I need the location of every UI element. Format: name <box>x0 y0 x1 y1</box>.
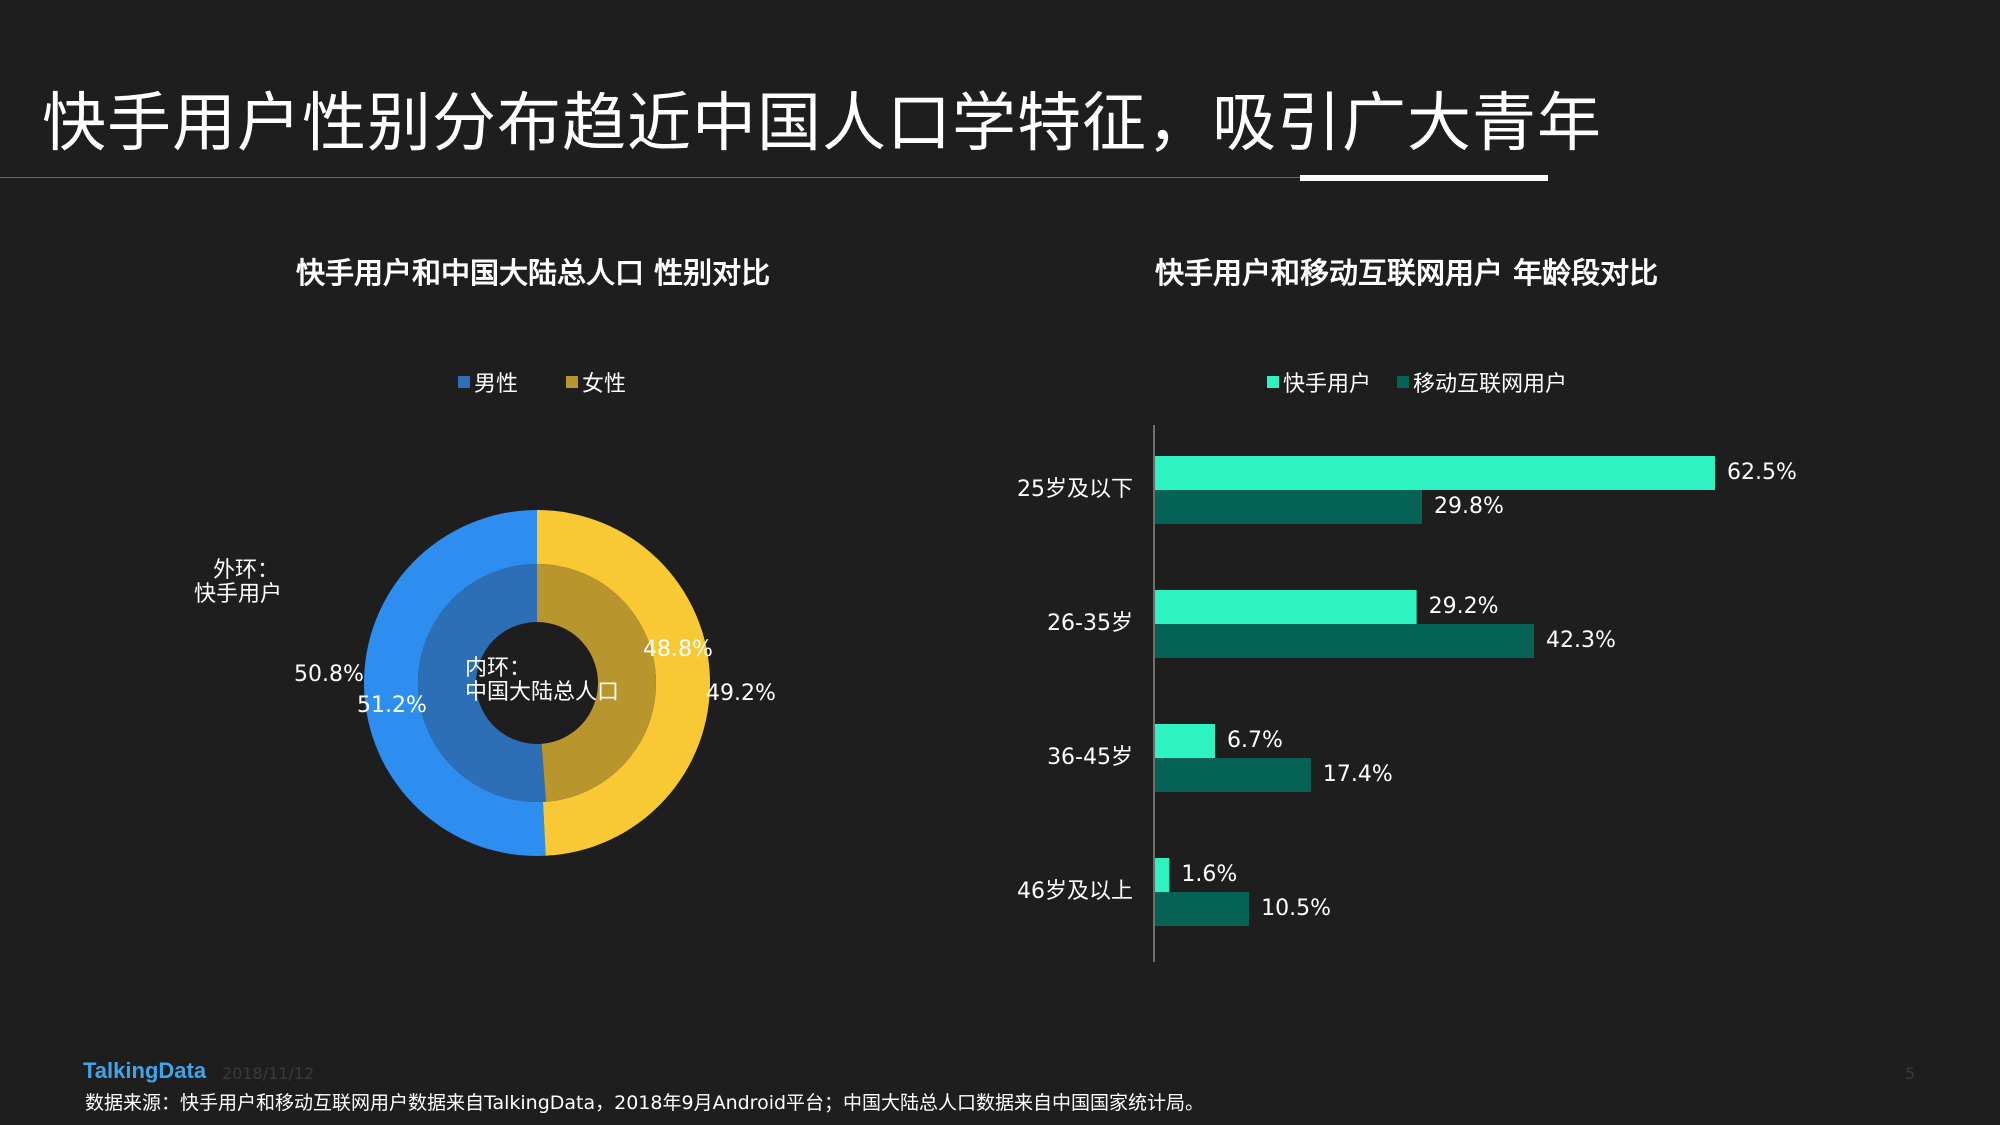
bar-value-label-kuaishou: 6.7% <box>1227 728 1283 753</box>
donut-label-inner-male: 51.2% <box>357 693 427 718</box>
donut-slice-inner-male <box>418 564 546 802</box>
donut-inner-ring-caption-line2: 中国大陆总人口 <box>465 680 619 705</box>
bar-chart-title: 快手用户和移动互联网用户 年龄段对比 <box>1155 256 1659 290</box>
donut-label-outer-female: 49.2% <box>706 681 776 706</box>
bar-value-label-mobile-internet: 29.8% <box>1434 494 1504 519</box>
bar-category-label: 26-35岁 <box>1047 611 1133 636</box>
bar-category-label: 25岁及以下 <box>1017 477 1133 502</box>
data-source-note: 数据来源：快手用户和移动互联网用户数据来自TalkingData，2018年9月… <box>85 1092 1205 1114</box>
bar-kuaishou <box>1155 724 1216 758</box>
donut-slice-outer-female <box>537 510 711 856</box>
legend-swatch-kuaishou <box>1267 376 1279 388</box>
legend-item-female: 女性 <box>566 366 626 398</box>
bar-kuaishou <box>1155 590 1417 624</box>
donut-legend: 男性 女性 <box>458 366 626 398</box>
legend-swatch-female <box>566 376 579 388</box>
bar-value-label-mobile-internet: 10.5% <box>1261 896 1331 921</box>
legend-label-mobile-internet: 移动互联网用户 <box>1413 372 1568 397</box>
donut-label-inner-female: 48.8% <box>643 637 713 662</box>
talkingdata-logo: TalkingData <box>83 1058 207 1083</box>
donut-slice-outer-male <box>364 510 546 856</box>
bar-value-label-mobile-internet: 17.4% <box>1323 762 1393 787</box>
bar-mobile-internet <box>1155 758 1311 792</box>
legend-label-female: 女性 <box>582 372 627 397</box>
page-title: 快手用户性别分布趋近中国人口学特征，吸引广大青年 <box>42 87 1602 161</box>
title-accent-bar <box>1300 175 1548 181</box>
donut-label-outer-male: 50.8% <box>294 662 364 687</box>
bar-mobile-internet <box>1155 892 1250 926</box>
bar-value-label-mobile-internet: 42.3% <box>1546 628 1616 653</box>
legend-label-male: 男性 <box>474 372 519 397</box>
page-number: 5 <box>1905 1064 1916 1083</box>
donut-slice-inner-female <box>537 564 657 802</box>
legend-swatch-mobile-internet <box>1397 376 1410 388</box>
donut-chart-title: 快手用户和中国大陆总人口 性别对比 <box>296 256 771 290</box>
bar-mobile-internet <box>1155 490 1423 524</box>
title-divider <box>0 177 1300 178</box>
donut-inner-ring-caption-line1: 内环： <box>465 656 531 681</box>
bar-value-label-kuaishou: 29.2% <box>1429 594 1499 619</box>
bar-legend: 快手用户 移动互联网用户 <box>1267 366 1567 398</box>
bar-category-label: 46岁及以上 <box>1017 879 1133 904</box>
bar-value-label-kuaishou: 62.5% <box>1727 460 1797 485</box>
bar-kuaishou <box>1155 858 1170 892</box>
bar-value-label-kuaishou: 1.6% <box>1181 862 1237 887</box>
bar-mobile-internet <box>1155 624 1535 658</box>
legend-label-kuaishou: 快手用户 <box>1283 372 1372 397</box>
donut-outer-ring-caption-line1: 外环： <box>213 558 279 583</box>
legend-item-mobile-internet: 移动互联网用户 <box>1397 366 1567 398</box>
legend-item-male: 男性 <box>458 366 518 398</box>
bar-kuaishou <box>1155 456 1715 490</box>
donut-outer-ring-caption-line2: 快手用户 <box>194 582 282 607</box>
bar-category-label: 36-45岁 <box>1047 745 1133 770</box>
legend-swatch-male <box>458 376 470 388</box>
legend-item-kuaishou: 快手用户 <box>1267 366 1371 398</box>
footer-date: 2018/11/12 <box>222 1064 315 1083</box>
